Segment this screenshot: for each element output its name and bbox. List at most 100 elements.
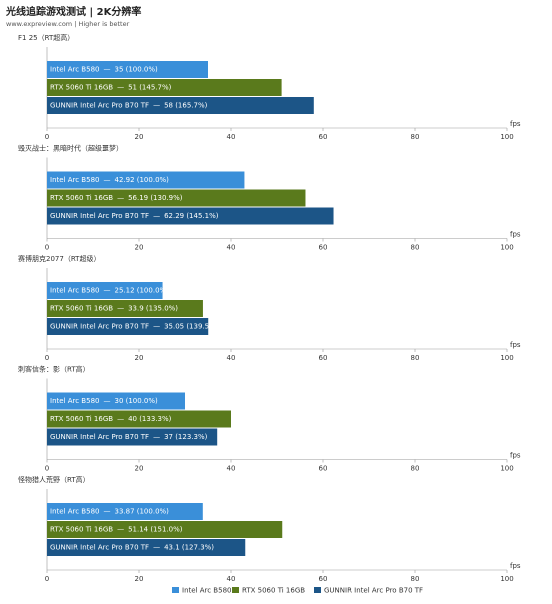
bar-label: Intel Arc B580 — 35 (100.0%): [50, 66, 158, 74]
chart-title: 刺客信条：影（RT高）: [18, 365, 90, 374]
x-tick-label: 20: [135, 133, 144, 141]
bar: [47, 410, 231, 428]
bar-label-separator: —: [117, 194, 124, 202]
bar: [47, 207, 334, 225]
bar-label-value: 30 (100.0%): [114, 397, 158, 405]
bar-label-value: 35.05 (139.5%): [164, 323, 219, 331]
bar-label: Intel Arc B580 — 42.92 (100.0%): [50, 176, 169, 184]
bar-label: Intel Arc B580 — 25.12 (100.0%): [50, 287, 169, 295]
x-axis-label: fps: [510, 120, 521, 128]
bar-label-name: RTX 5060 Ti 16GB: [50, 305, 113, 313]
bar-label: GUNNIR Intel Arc Pro B70 TF — 43.1 (127.3%…: [50, 544, 214, 552]
x-tick-label: 100: [500, 133, 513, 141]
x-axis-label: fps: [510, 341, 521, 349]
legend-swatch: [232, 587, 239, 593]
bar-label-name: Intel Arc B580: [50, 176, 99, 184]
bar-label: GUNNIR Intel Arc Pro B70 TF — 58 (165.7%): [50, 102, 208, 110]
x-tick-label: 60: [319, 575, 328, 583]
x-tick-label: 80: [411, 244, 420, 252]
bar-label-separator: —: [117, 84, 124, 92]
x-tick-label: 20: [135, 354, 144, 362]
bar: [47, 521, 283, 538]
chart-title: 怪物猎人荒野（RT高）: [18, 475, 90, 484]
x-tick-label: 0: [45, 133, 49, 141]
x-axis-label: fps: [510, 231, 521, 239]
bar-label: GUNNIR Intel Arc Pro B70 TF — 37 (123.3%): [50, 433, 208, 441]
bar-label-separator: —: [153, 433, 160, 441]
bar-label-value: 25.12 (100.0%): [114, 287, 169, 295]
bar-label-name: RTX 5060 Ti 16GB: [50, 194, 113, 202]
bar-label-name: GUNNIR Intel Arc Pro B70 TF: [50, 102, 149, 110]
bar-label: Intel Arc B580 — 30 (100.0%): [50, 397, 158, 405]
bar-label-value: 37 (123.3%): [164, 433, 208, 441]
x-tick-label: 40: [227, 575, 236, 583]
x-tick-label: 40: [227, 354, 236, 362]
bar-label-value: 42.92 (100.0%): [114, 176, 169, 184]
bar-label-value: 43.1 (127.3%): [164, 544, 214, 552]
legend-label: RTX 5060 Ti 16GB: [242, 587, 305, 595]
bar-label-value: 51 (145.7%): [128, 84, 172, 92]
bar-label-name: GUNNIR Intel Arc Pro B70 TF: [50, 212, 149, 220]
page-title: 光线追踪游戏测试 | 2K分辨率: [5, 5, 141, 18]
bar-label-separator: —: [153, 323, 160, 331]
bar-label: Intel Arc B580 — 33.87 (100.0%): [50, 508, 169, 516]
bar: [47, 428, 218, 446]
bar: [47, 318, 209, 335]
bar-label-separator: —: [153, 102, 160, 110]
bar-label-separator: —: [103, 508, 110, 516]
bar-label-value: 33.9 (135.0%): [128, 305, 178, 313]
bar-label: RTX 5060 Ti 16GB — 33.9 (135.0%): [50, 305, 178, 313]
legend-swatch: [314, 587, 321, 593]
x-tick-label: 0: [45, 465, 49, 473]
bar-label-value: 62.29 (145.1%): [164, 212, 219, 220]
x-tick-label: 100: [500, 354, 513, 362]
bar-label-name: Intel Arc B580: [50, 397, 99, 405]
bar-label-value: 40 (133.3%): [128, 415, 172, 423]
x-tick-label: 100: [500, 575, 513, 583]
x-tick-label: 0: [45, 354, 49, 362]
x-tick-label: 80: [411, 465, 420, 473]
bar: [47, 171, 245, 189]
bar-label-separator: —: [153, 212, 160, 220]
bar-label-name: GUNNIR Intel Arc Pro B70 TF: [50, 433, 149, 441]
bar-label-name: GUNNIR Intel Arc Pro B70 TF: [50, 323, 149, 331]
bar-label: RTX 5060 Ti 16GB — 40 (133.3%): [50, 415, 172, 423]
x-tick-label: 80: [411, 354, 420, 362]
legend-label: GUNNIR Intel Arc Pro B70 TF: [324, 587, 423, 595]
x-tick-label: 40: [227, 465, 236, 473]
x-tick-label: 0: [45, 575, 49, 583]
x-tick-label: 40: [227, 244, 236, 252]
bar: [47, 79, 282, 96]
bar-label-name: RTX 5060 Ti 16GB: [50, 415, 113, 423]
bar-label: RTX 5060 Ti 16GB — 51.14 (151.0%): [50, 526, 183, 534]
bar: [47, 282, 163, 299]
x-tick-label: 80: [411, 133, 420, 141]
x-tick-label: 60: [319, 244, 328, 252]
bar-label-separator: —: [103, 397, 110, 405]
chart-title: 毁灭战士：黑暗时代（超级噩梦）: [18, 144, 123, 153]
chart-title: 赛博朋克2077（RT超级）: [18, 254, 100, 263]
x-tick-label: 100: [500, 465, 513, 473]
x-tick-label: 0: [45, 244, 49, 252]
bar-label-value: 51.14 (151.0%): [128, 526, 183, 534]
bar-label-separator: —: [103, 176, 110, 184]
page-subtitle: www.expreview.com | Higher is better: [6, 20, 130, 28]
bar-label-value: 35 (100.0%): [114, 66, 158, 74]
chart-title: F1 25（RT超高）: [18, 33, 74, 42]
bar-label-name: GUNNIR Intel Arc Pro B70 TF: [50, 544, 149, 552]
x-tick-label: 60: [319, 354, 328, 362]
bar-label: RTX 5060 Ti 16GB — 56.19 (130.9%): [50, 194, 183, 202]
bar: [47, 503, 203, 520]
bar-label-name: RTX 5060 Ti 16GB: [50, 84, 113, 92]
x-axis-label: fps: [510, 452, 521, 460]
legend-swatch: [172, 587, 179, 593]
bar-label-separator: —: [103, 287, 110, 295]
bar-label-separator: —: [117, 526, 124, 534]
bar: [47, 189, 306, 207]
x-tick-label: 60: [319, 133, 328, 141]
bar-label-separator: —: [117, 305, 124, 313]
x-tick-label: 20: [135, 244, 144, 252]
bar-label-value: 58 (165.7%): [164, 102, 208, 110]
